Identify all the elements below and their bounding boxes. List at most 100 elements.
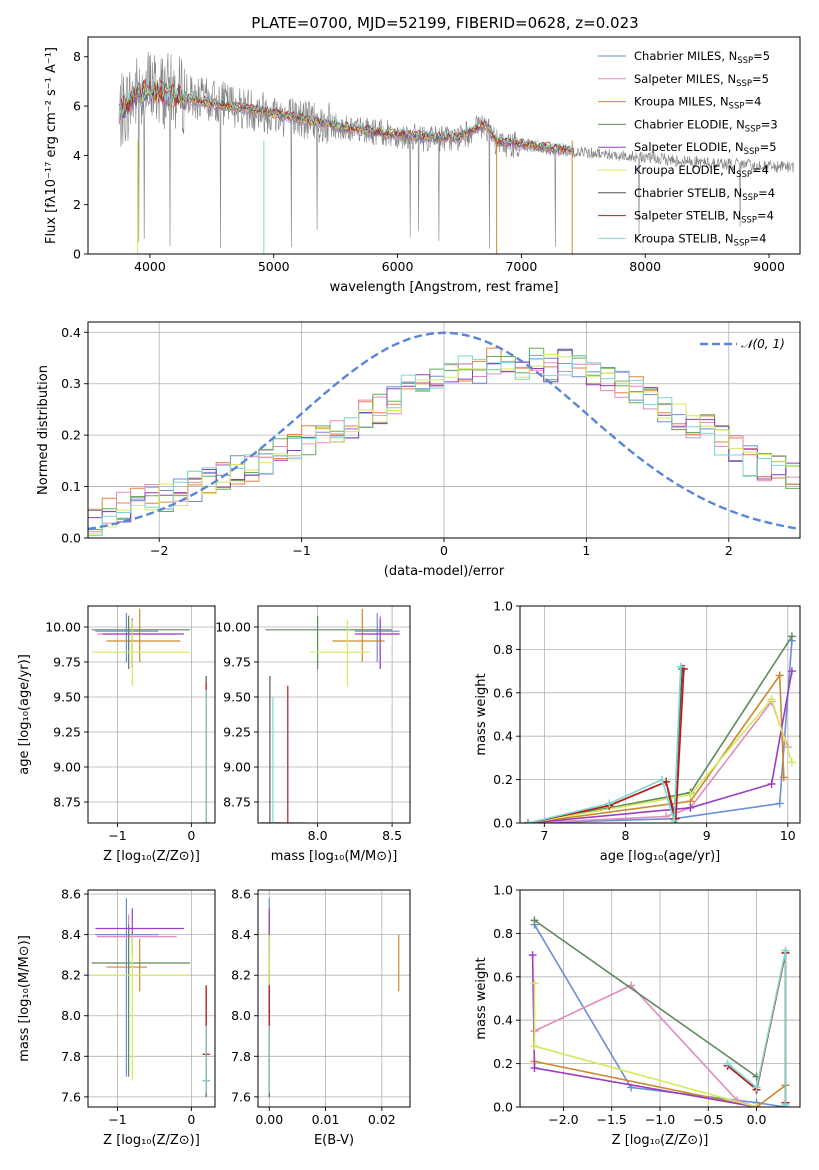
- x-tick-label: 0.01: [312, 1112, 340, 1127]
- legend-entry: Kroupa MILES, NSSP=4: [634, 95, 761, 112]
- weight-marker: [686, 803, 695, 812]
- weight-marker: [787, 632, 796, 641]
- panels-layer: 4000 5000 6000 7000 8000 900002468wavelength …: [17, 36, 801, 1148]
- plot-area-age-vs-mass: [260, 608, 400, 823]
- y-tick-label: 1.0: [493, 883, 513, 898]
- legend-entry: Salpeter STELIB, NSSP=4: [634, 209, 774, 226]
- weight-marker: [528, 951, 537, 960]
- y-tick-label: 8.0: [61, 1008, 81, 1023]
- legend-subscript: SSP: [742, 193, 758, 203]
- legend-subscript: SSP: [736, 170, 752, 180]
- y-axis-label: Flux [fλ10⁻¹⁷ erg cm⁻² s⁻¹ A⁻¹]: [44, 47, 59, 244]
- x-tick-label: 8.0: [308, 828, 328, 843]
- legend-entry: Chabrier ELODIE, NSSP=3: [634, 117, 778, 134]
- x-axis-label: mass [log₁₀(M/M⊙)]: [271, 849, 398, 864]
- panel-mass-vs-Z: −1 0 7.6 7.8 8.0 8.2 8.4 8.6 Z [log₁₀(Z/Z⊙)] mass…: [17, 887, 216, 1148]
- y-tick-label: 10.00: [215, 620, 251, 635]
- x-axis-label: Z [log₁₀(Z/Z⊙)]: [103, 849, 200, 864]
- x-tick-label: 10: [780, 828, 796, 843]
- y-tick-label: 8.75: [223, 795, 251, 810]
- legend-entry: Kroupa ELODIE, NSSP=4: [634, 163, 769, 180]
- weight-marker: [779, 773, 788, 782]
- x-tick-label: 0: [187, 828, 195, 843]
- legend-subscript: SSP: [736, 79, 752, 89]
- legend-entry: Kroupa STELIB, NSSP=4: [634, 231, 766, 248]
- plot-area-weight-vs-Z: [528, 916, 790, 1107]
- y-tick-label: 7.6: [231, 1089, 251, 1104]
- plot-area-spectrum: [118, 51, 794, 254]
- y-tick-label: 8.4: [61, 927, 81, 942]
- legend-text: Chabrier STELIB, N: [634, 186, 742, 200]
- weight-marker: [723, 1059, 732, 1068]
- legend-text: Salpeter ELODIE, N: [634, 140, 744, 154]
- legend-text: Kroupa STELIB, N: [634, 231, 734, 245]
- y-tick-label: 0.6: [493, 969, 513, 984]
- weight-line: [533, 924, 786, 1107]
- legend-text: Kroupa MILES, N: [634, 95, 729, 109]
- y-tick-label: 1.0: [493, 599, 513, 614]
- y-tick-label: 9.75: [223, 655, 251, 670]
- weight-marker: [530, 979, 539, 988]
- y-tick-label: 9.25: [223, 725, 251, 740]
- y-tick-label: 9.25: [53, 725, 81, 740]
- y-tick-label: 9.50: [53, 690, 81, 705]
- y-tick-label: 6: [73, 99, 81, 114]
- x-tick-label: −0.5: [693, 1112, 723, 1127]
- y-tick-label: 0.4: [493, 1013, 513, 1028]
- x-tick-label: 4000: [134, 259, 166, 274]
- x-tick-label: −1.5: [597, 1112, 627, 1127]
- y-tick-label: 0.6: [493, 685, 513, 700]
- y-tick-label: 8.2: [61, 968, 81, 983]
- y-axis-label: mass [log₁₀(M/M⊙)]: [17, 935, 32, 1062]
- legend-text: Chabrier MILES, N: [634, 49, 737, 63]
- weight-marker: [767, 695, 776, 704]
- weight-marker: [752, 1083, 761, 1092]
- legend-text: Salpeter MILES, N: [634, 72, 736, 86]
- y-axis-label: age [log₁₀(age/yr)]: [17, 654, 32, 775]
- legend-subscript: SSP: [737, 56, 753, 66]
- y-tick-label: 0.8: [493, 642, 513, 657]
- x-tick-label: 7: [540, 828, 548, 843]
- weight-line: [534, 919, 758, 1078]
- weight-marker: [530, 916, 539, 925]
- weight-line: [527, 635, 793, 823]
- y-tick-label: 9.00: [53, 760, 81, 775]
- weight-marker: [605, 799, 614, 808]
- legend-count: =3: [761, 117, 778, 131]
- x-tick-label: 6000: [382, 259, 414, 274]
- legend-count: =5: [752, 72, 769, 86]
- legend-subscript: SSP: [734, 238, 750, 248]
- residual-histogram: [88, 348, 800, 523]
- weight-marker: [787, 667, 796, 676]
- legend-text: Kroupa ELODIE, N: [634, 163, 736, 177]
- normal-curve: [88, 331, 800, 531]
- x-tick-label: −1: [108, 1112, 126, 1127]
- y-tick-label: 9.75: [53, 655, 81, 670]
- x-tick-label: 0.0: [747, 1112, 767, 1127]
- y-tick-label: 2: [73, 197, 81, 212]
- weight-marker: [775, 799, 784, 808]
- y-tick-label: 8.0: [231, 1008, 251, 1023]
- x-axis-label: Z [log₁₀(Z/Z⊙)]: [612, 1133, 709, 1148]
- weight-marker: [658, 775, 667, 784]
- x-axis-label: wavelength [Angstrom, rest frame]: [330, 280, 559, 295]
- x-tick-label: 7000: [505, 259, 537, 274]
- weight-marker: [767, 779, 776, 788]
- x-tick-label: 9000: [753, 259, 785, 274]
- legend-count: =4: [744, 95, 761, 109]
- legend-entry: Salpeter MILES, NSSP=5: [634, 72, 769, 89]
- panel-mass-vs-ebv: 0.00 0.01 0.02 7.6 7.8 8.0 8.2 8.4 8.6 E(B-V): [231, 887, 411, 1148]
- weight-marker: [662, 812, 671, 821]
- x-tick-label: −1: [108, 828, 126, 843]
- x-tick-label: 8.5: [382, 828, 402, 843]
- weight-marker: [524, 819, 533, 823]
- y-tick-label: 8.2: [231, 968, 251, 983]
- y-tick-label: 0.4: [493, 729, 513, 744]
- y-tick-label: 0.2: [61, 428, 81, 443]
- x-axis-label: E(B-V): [314, 1133, 354, 1148]
- y-tick-label: 0.3: [61, 376, 81, 391]
- axes-frame: [87, 605, 216, 824]
- y-tick-label: 0.0: [493, 816, 513, 831]
- legend-count: =4: [752, 163, 769, 177]
- weight-marker: [775, 671, 784, 680]
